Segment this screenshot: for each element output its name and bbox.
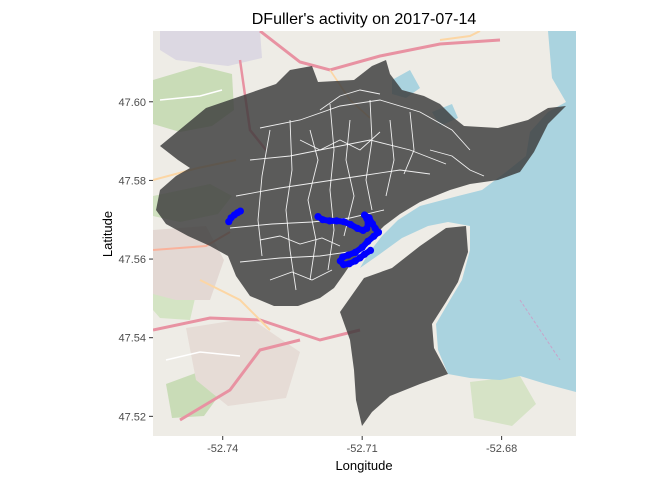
boundary-line: [239, 251, 349, 263]
city-region: [156, 60, 566, 306]
boundary-line: [285, 119, 297, 291]
highway-road: [179, 338, 301, 422]
x-axis: -52.74 -52.71 -52.68: [207, 436, 517, 455]
track-point: [340, 218, 348, 226]
boundary-line: [249, 139, 447, 165]
y-axis-title: Latitude: [100, 211, 115, 257]
boundary-line: [403, 111, 415, 175]
track-point: [365, 214, 373, 222]
track-point: [353, 224, 362, 232]
track-point: [340, 261, 348, 269]
boundary-line: [257, 129, 271, 257]
y-tick-label: 47.52: [118, 411, 146, 423]
x-tick-label: -52.71: [347, 443, 378, 455]
track-point: [370, 232, 378, 240]
urban-area: [186, 318, 300, 406]
track-point: [344, 251, 352, 259]
track-point: [319, 216, 327, 224]
y-tick-label: 47.54: [118, 333, 146, 345]
gps-track: [225, 207, 382, 269]
boundary-line: [299, 131, 381, 151]
x-axis-title: Longitude: [335, 458, 392, 473]
boundary-line: [385, 119, 395, 197]
street: [159, 89, 223, 101]
x-tick-label: -52.68: [486, 443, 517, 455]
boundary-line: [259, 99, 471, 151]
track-point: [366, 246, 375, 254]
plot-title: DFuller's activity on 2017-07-14: [252, 11, 477, 28]
airport-area: [160, 31, 262, 66]
main-road: [439, 31, 481, 41]
y-tick-label: 47.58: [118, 175, 146, 187]
track-point: [345, 260, 353, 268]
harbour-water: [360, 31, 576, 392]
urban-area: [153, 226, 224, 300]
street: [165, 351, 241, 361]
x-tick-label: -52.74: [207, 443, 238, 455]
track-point: [364, 237, 372, 245]
y-tick-label: 47.60: [118, 97, 146, 109]
main-road: [199, 279, 271, 331]
boundary-line: [519, 299, 561, 361]
boundary-line: [365, 99, 373, 211]
y-tick-label: 47.56: [118, 254, 146, 266]
boundary-line: [327, 103, 335, 271]
track-point: [236, 207, 244, 215]
south-side-region: [340, 226, 468, 426]
track-point: [358, 243, 366, 251]
highway-road: [259, 31, 501, 72]
track-point: [360, 250, 369, 258]
boundary-line: [259, 235, 341, 247]
track-point: [333, 217, 341, 225]
boundary-line: [429, 149, 485, 177]
boundary-line: [343, 119, 355, 237]
park-area: [470, 376, 536, 426]
boundary-line: [319, 89, 381, 111]
boundary-line: [307, 129, 319, 281]
map-panel: [153, 31, 576, 436]
track-point: [351, 248, 359, 256]
region-overlay: [156, 60, 566, 426]
boundary-line: [269, 269, 333, 281]
track-point: [347, 220, 355, 229]
y-axis: 47.52 47.54 47.56 47.58 47.60: [118, 97, 153, 423]
track-point: [326, 217, 334, 225]
